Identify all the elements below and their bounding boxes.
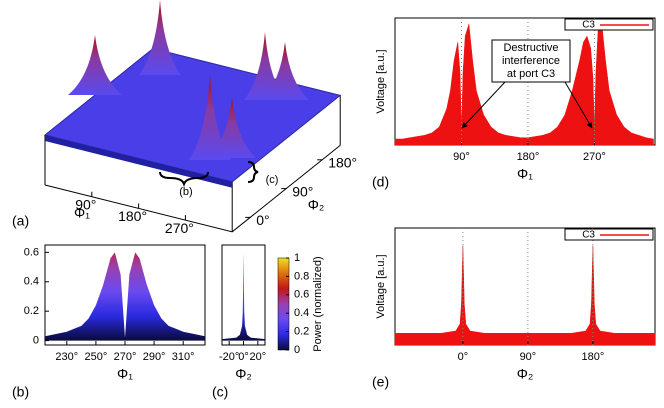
colorbar-tick-label: 0.8 xyxy=(294,270,309,282)
annotation-box xyxy=(491,39,571,83)
x-tick-label: 230° xyxy=(55,351,78,363)
colorbar-tick-label: 0.2 xyxy=(294,326,309,338)
colorbar-tick-label: 0 xyxy=(294,344,300,356)
x-tick-label: 270° xyxy=(114,351,137,363)
data-area xyxy=(394,23,654,146)
x-tick-label: 270° xyxy=(165,220,194,236)
colorbar xyxy=(277,257,290,351)
annotation: (c) xyxy=(266,174,279,186)
x-axis-label: Φ₁ xyxy=(117,366,133,382)
y-tick-label: 0° xyxy=(256,212,269,228)
surface-peak xyxy=(261,42,309,100)
annotation-arrow xyxy=(461,81,506,129)
surface-peak xyxy=(68,35,122,95)
x-tick-label: 90° xyxy=(75,196,96,212)
panel-label: (b) xyxy=(12,384,29,400)
panel-label: (d) xyxy=(372,174,389,190)
plot-frame xyxy=(44,244,206,346)
y-axis-label: Voltage [a.u.] xyxy=(375,49,387,113)
x-tick-label: 20° xyxy=(250,351,267,363)
panel-label: (e) xyxy=(372,374,389,390)
y-tick-label: 0.6 xyxy=(24,246,39,258)
colorbar-tick-label: 1 xyxy=(294,252,300,264)
panel-label: (a) xyxy=(12,213,29,229)
data-area xyxy=(394,245,656,346)
x-axis-label: Φ₂ xyxy=(235,366,252,382)
x-tick-label: 270° xyxy=(583,151,606,163)
data-area xyxy=(45,252,205,341)
brace xyxy=(159,171,209,188)
data-area xyxy=(222,252,265,341)
x-axis-label: Φ₂ xyxy=(517,366,534,382)
x-tick-label: 180° xyxy=(582,351,605,363)
y-tick-label: 0.2 xyxy=(24,305,39,317)
x-tick-label: 250° xyxy=(85,351,108,363)
surface-peak xyxy=(189,75,231,160)
colorbar-tick-label: 0.4 xyxy=(294,307,309,319)
y-axis-label: Voltage [a.u.] xyxy=(375,254,387,318)
x-tick-label: 0° xyxy=(238,351,249,363)
y-tick-label: 90° xyxy=(292,183,313,199)
panel-label: (c) xyxy=(212,384,228,400)
x-axis-label: Φ₁ xyxy=(517,166,533,182)
y-tick-label: 180° xyxy=(328,155,357,171)
colorbar-label: Power (normalized) xyxy=(312,256,324,351)
y-axis-label: Φ₂ xyxy=(308,197,325,213)
surface-front xyxy=(45,135,233,188)
x-tick-label: 180° xyxy=(118,208,147,224)
surface-peak xyxy=(139,0,181,75)
x-axis-label: Φ₁ xyxy=(74,205,90,221)
y-tick-label: 0 xyxy=(33,334,39,346)
annotation: (b) xyxy=(179,186,192,198)
brace xyxy=(247,161,259,183)
annotation-arrow xyxy=(564,81,593,129)
x-tick-label: 90° xyxy=(520,351,537,363)
legend-label: C3 xyxy=(582,20,595,31)
x-tick-label: -20° xyxy=(219,351,239,363)
legend-label: C3 xyxy=(582,230,595,241)
x-tick-label: 0° xyxy=(458,351,469,363)
annotation: interference xyxy=(502,55,560,67)
plot-frame xyxy=(394,227,656,346)
y-tick-label: 0.4 xyxy=(24,276,39,288)
annotation: at port C3 xyxy=(507,68,555,80)
annotation: Destructive xyxy=(503,42,558,54)
x-tick-label: 310° xyxy=(172,351,195,363)
x-tick-label: 290° xyxy=(143,351,166,363)
colorbar-tick-label: 0.6 xyxy=(294,289,309,301)
x-tick-label: 90° xyxy=(453,151,470,163)
x-tick-label: 180° xyxy=(517,151,540,163)
surface-peak xyxy=(208,98,256,158)
